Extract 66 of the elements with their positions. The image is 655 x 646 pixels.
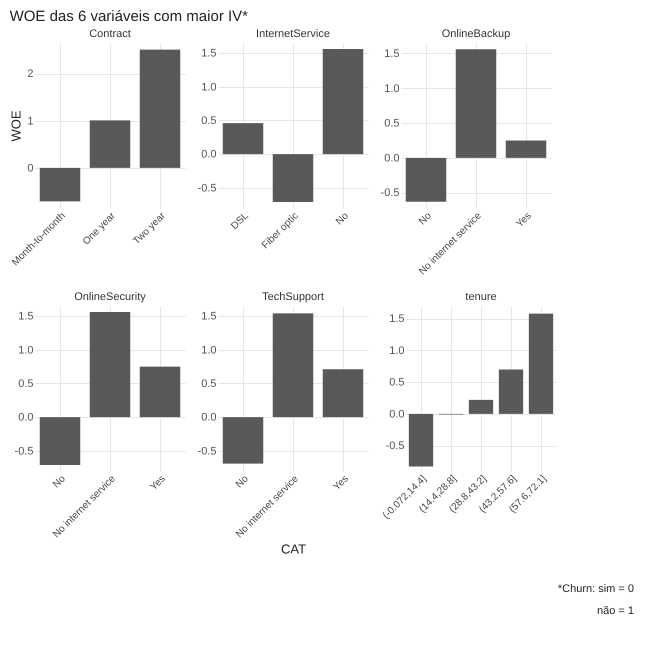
y-tick-label: -0.5 <box>198 182 216 194</box>
y-tick-label: 1.0 <box>389 344 404 357</box>
x-tick-label: Yes <box>331 474 351 493</box>
y-tick-label: 1.5 <box>389 313 404 326</box>
y-tick-label: -0.5 <box>198 445 216 458</box>
bar <box>406 158 446 202</box>
chart-title: OnlineBackup <box>442 28 510 40</box>
chart-title: Contract <box>89 28 131 40</box>
text: não = 1 <box>596 604 634 619</box>
chart-title: tenure <box>465 291 497 303</box>
bar <box>468 400 494 414</box>
text: *Churn: sim = 0 <box>556 582 634 597</box>
y-tick-label: 0.0 <box>201 412 216 424</box>
y-tick-label: -0.5 <box>380 187 400 200</box>
x-tick-label: Yes <box>514 210 534 230</box>
y-tick-label: 1.5 <box>18 310 34 323</box>
x-tick-label: No <box>50 473 68 490</box>
x-tick-label: No <box>234 473 252 490</box>
bar <box>498 369 524 414</box>
y-tick-label: 1 <box>27 115 34 128</box>
bar <box>408 414 434 467</box>
bar <box>272 154 314 202</box>
x-tick-label: DSL <box>229 210 252 232</box>
y-tick-label: 1.0 <box>201 81 216 94</box>
bar <box>506 140 546 158</box>
bar <box>322 369 364 418</box>
y-tick-label: 1.0 <box>384 82 400 95</box>
bar <box>90 120 130 168</box>
bar <box>272 313 314 418</box>
y-tick-label: -0.5 <box>386 440 404 452</box>
y-axis-title: WOE <box>8 110 24 142</box>
bar <box>456 49 496 158</box>
bar <box>322 49 364 154</box>
y-tick-label: 1.0 <box>201 344 216 356</box>
bar <box>222 123 264 154</box>
bar <box>40 168 80 202</box>
y-tick-label: 1.5 <box>201 48 216 60</box>
y-tick-label: 0.0 <box>18 412 34 424</box>
y-tick-label: 1.5 <box>201 310 216 323</box>
y-tick-label: 0.5 <box>201 378 216 390</box>
x-axis-title: CAT <box>280 542 306 557</box>
y-tick-label: 2 <box>27 68 34 80</box>
y-tick-label: 1.5 <box>384 48 400 60</box>
chart-title: TechSupport <box>262 291 324 303</box>
x-tick-label: Yes <box>148 474 168 493</box>
bar <box>90 312 130 418</box>
y-tick-label: 0.5 <box>201 114 216 127</box>
y-tick-label: 0 <box>27 162 34 174</box>
x-tick-label: No <box>416 210 434 228</box>
bar <box>140 50 180 168</box>
bar <box>140 366 180 418</box>
y-tick-label: 0.0 <box>384 152 400 164</box>
bar <box>222 417 264 464</box>
y-tick-label: 0.5 <box>389 376 404 389</box>
y-tick-label: -0.5 <box>14 445 34 458</box>
y-tick-label: 0.0 <box>389 408 404 420</box>
y-tick-label: 0.5 <box>384 118 400 130</box>
x-tick-label: No <box>334 210 352 228</box>
y-tick-label: 1.0 <box>18 344 34 356</box>
chart-title: OnlineSecurity <box>74 291 146 303</box>
chart-title: InternetService <box>256 28 330 40</box>
y-tick-label: 0.5 <box>18 378 34 390</box>
y-tick-label: 0.0 <box>201 148 216 161</box>
bar <box>40 417 80 465</box>
bar <box>528 314 554 414</box>
text: WOE das 6 variáveis com maior IV* <box>10 8 248 25</box>
